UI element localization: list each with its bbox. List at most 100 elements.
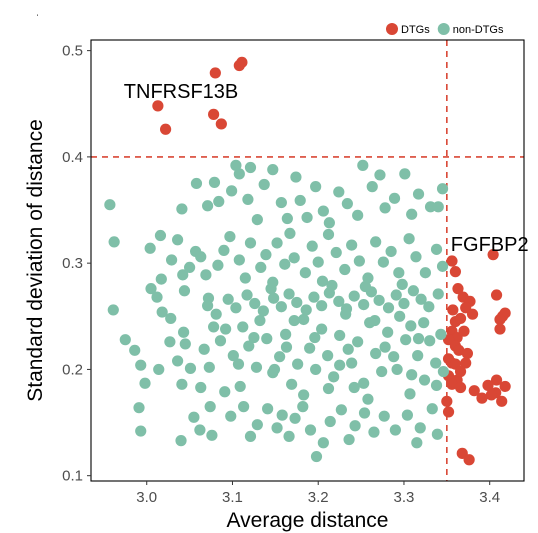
- data-point-non-dtgs: [357, 159, 369, 171]
- data-point-non-dtgs: [275, 301, 287, 313]
- data-point-dtgs: [458, 325, 470, 337]
- data-point-non-dtgs: [316, 323, 328, 335]
- data-point-non-dtgs: [248, 331, 260, 344]
- data-point-non-dtgs: [119, 334, 131, 346]
- data-point-non-dtgs: [333, 295, 345, 308]
- data-point-non-dtgs: [335, 404, 347, 416]
- data-point-dtgs: [494, 323, 506, 335]
- data-point-non-dtgs: [431, 428, 443, 440]
- data-point-dtgs: [482, 379, 494, 391]
- data-point-non-dtgs: [415, 293, 427, 305]
- data-point-dtgs: [496, 395, 508, 407]
- data-point-non-dtgs: [184, 362, 197, 374]
- data-point-non-dtgs: [267, 164, 279, 176]
- data-point-non-dtgs: [403, 233, 415, 245]
- data-point-non-dtgs: [190, 177, 203, 190]
- data-point-non-dtgs: [268, 363, 281, 376]
- data-point-non-dtgs: [153, 363, 165, 376]
- data-point-non-dtgs: [284, 227, 296, 240]
- data-points: [104, 56, 511, 466]
- data-point-non-dtgs: [362, 272, 374, 284]
- data-point-non-dtgs: [208, 321, 220, 333]
- data-point-non-dtgs: [230, 302, 242, 314]
- data-point-non-dtgs: [232, 358, 245, 370]
- y-tick-label: 0.4: [62, 149, 83, 166]
- data-point-non-dtgs: [342, 343, 354, 355]
- plot-frame: [90, 39, 525, 482]
- data-point-non-dtgs: [334, 359, 346, 371]
- data-point-non-dtgs: [404, 388, 416, 400]
- data-point-non-dtgs: [310, 181, 322, 193]
- data-point-non-dtgs: [306, 240, 318, 252]
- data-point-non-dtgs: [288, 252, 300, 264]
- data-point-dtgs: [449, 266, 462, 278]
- data-point-non-dtgs: [435, 328, 447, 340]
- data-point-non-dtgs: [352, 336, 364, 348]
- y-axis-ticks: 0.1 0.2 0.3 0.4 0.5: [62, 43, 91, 485]
- data-point-non-dtgs: [241, 289, 253, 301]
- data-point-non-dtgs: [352, 209, 364, 221]
- data-point-non-dtgs: [382, 302, 395, 314]
- annotations: TNFRSF13B FGFBP2: [124, 81, 529, 256]
- data-point-non-dtgs: [298, 389, 310, 401]
- data-point-non-dtgs: [226, 185, 238, 197]
- data-point-dtgs: [159, 123, 172, 135]
- data-point-non-dtgs: [268, 292, 280, 304]
- data-point-non-dtgs: [437, 365, 450, 378]
- data-point-dtgs: [460, 357, 472, 369]
- data-point-non-dtgs: [279, 258, 291, 270]
- data-point-non-dtgs: [274, 351, 286, 363]
- data-point-non-dtgs: [108, 236, 120, 248]
- y-tick-label: 0.5: [62, 43, 83, 60]
- data-point-non-dtgs: [430, 243, 443, 255]
- legend-key-dtgs: [386, 23, 398, 35]
- data-point-non-dtgs: [309, 331, 321, 344]
- data-point-dtgs: [215, 118, 227, 130]
- data-point-non-dtgs: [418, 374, 431, 386]
- data-point-non-dtgs: [412, 188, 425, 200]
- y-axis-title: Standard deviation of distance: [24, 119, 47, 402]
- data-point-non-dtgs: [299, 267, 311, 279]
- data-point-non-dtgs: [359, 280, 371, 293]
- data-point-non-dtgs: [262, 403, 274, 415]
- annotation-label: TNFRSF13B: [124, 81, 238, 103]
- data-point-non-dtgs: [348, 290, 360, 302]
- data-point-non-dtgs: [267, 276, 279, 288]
- data-point-non-dtgs: [382, 326, 394, 338]
- data-point-non-dtgs: [222, 293, 234, 305]
- data-point-non-dtgs: [343, 433, 355, 446]
- data-point-non-dtgs: [324, 415, 336, 428]
- data-point-non-dtgs: [244, 430, 257, 442]
- data-point-non-dtgs: [412, 333, 425, 345]
- data-point-non-dtgs: [341, 198, 353, 210]
- data-point-non-dtgs: [366, 181, 378, 193]
- data-point-non-dtgs: [419, 267, 431, 279]
- x-tick-label: 3.0: [136, 489, 157, 506]
- data-point-non-dtgs: [322, 382, 335, 395]
- data-point-dtgs: [454, 365, 467, 378]
- data-point-non-dtgs: [317, 437, 329, 449]
- data-point-non-dtgs: [175, 435, 187, 447]
- data-point-non-dtgs: [378, 410, 390, 422]
- data-point-non-dtgs: [239, 272, 251, 284]
- data-point-non-dtgs: [322, 228, 335, 241]
- data-point-non-dtgs: [290, 171, 302, 183]
- x-axis-ticks: 3.0 3.1 3.2 3.3 3.4: [136, 481, 500, 506]
- data-point-non-dtgs: [388, 351, 400, 363]
- legend: DTGs non-DTGs: [386, 23, 504, 36]
- data-point-non-dtgs: [135, 425, 147, 437]
- data-point-non-dtgs: [219, 386, 231, 398]
- data-point-dtgs: [487, 249, 499, 261]
- data-point-dtgs: [485, 389, 498, 401]
- data-point-non-dtgs: [195, 251, 207, 263]
- data-point-dtgs: [476, 392, 488, 404]
- data-point-non-dtgs: [129, 344, 141, 356]
- data-point-non-dtgs: [172, 355, 184, 367]
- data-point-non-dtgs: [370, 347, 382, 360]
- data-point-non-dtgs: [271, 422, 283, 434]
- data-point-non-dtgs: [297, 401, 309, 413]
- data-point-non-dtgs: [317, 205, 329, 217]
- data-point-non-dtgs: [227, 350, 239, 362]
- data-point-dtgs: [494, 313, 506, 326]
- data-point-non-dtgs: [260, 249, 272, 261]
